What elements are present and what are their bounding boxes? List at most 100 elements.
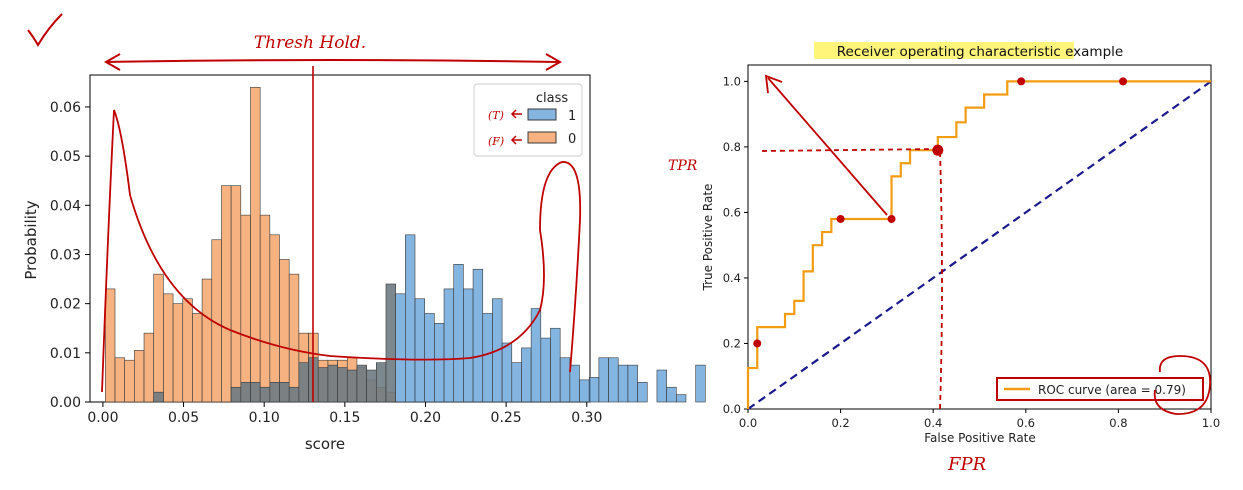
histogram-x-label: score <box>305 435 345 453</box>
roc-y-tick-label: 0.6 <box>723 205 741 219</box>
histogram-x-tick-label: 0.25 <box>491 410 522 426</box>
legend-entry-class-1: 1 <box>568 109 576 124</box>
threshold-arrow-right-head <box>545 53 563 71</box>
roc-marked-point <box>932 144 944 156</box>
histogram-bar-class-1 <box>501 342 513 403</box>
threshold-arrow-left-head <box>103 53 121 71</box>
roc-marked-point <box>836 214 845 223</box>
curve-pointer-arrow <box>767 77 888 216</box>
histogram-bar-class-0 <box>279 259 290 403</box>
histogram-bar-class-1 <box>405 234 416 403</box>
roc-x-tick-label: 0.0 <box>739 416 757 430</box>
histogram-y-tick-label: 0.01 <box>50 346 81 362</box>
histogram-bar-class-0 <box>124 359 135 403</box>
histogram-bar-class-0 <box>153 273 164 403</box>
histogram-bar-class-1 <box>259 386 271 403</box>
roc-chart: Receiver operating characteristic exampl… <box>701 42 1220 445</box>
auc-circle <box>1153 355 1211 415</box>
histogram-bar-class-1 <box>598 357 609 403</box>
threshold-annotation: Thresh Hold. <box>254 33 366 53</box>
histogram-bar-class-1 <box>356 364 367 403</box>
histogram-bar-class-1 <box>453 264 464 403</box>
histogram-x-tick-label: 0.05 <box>168 410 199 426</box>
histogram-chart: 0.00 0.05 0.10 0.15 0.20 0.25 0.30 0.00 0.01 0.02… <box>22 74 706 453</box>
histogram-annotations <box>27 13 582 402</box>
legend-title: class <box>536 91 568 106</box>
histogram-bar-class-1 <box>627 364 638 403</box>
legend-arrow-true <box>510 109 522 119</box>
histogram-y-tick-label: 0.05 <box>50 149 81 165</box>
histogram-bar-class-1 <box>375 362 387 403</box>
histogram-bar-class-1 <box>230 386 242 403</box>
roc-y-tick-label: 0.8 <box>723 140 741 154</box>
histogram-bar-class-0 <box>221 185 232 403</box>
histogram-legend: class 1 0 <box>473 83 583 157</box>
tpr-guide-line <box>761 148 939 152</box>
histogram-x-tick-label: 0.00 <box>87 410 118 426</box>
histogram-bar-class-1 <box>675 394 687 403</box>
roc-title: Receiver operating characteristic exampl… <box>837 44 1123 60</box>
roc-x-tick-label: 0.6 <box>1017 416 1035 430</box>
histogram-bar-class-1 <box>250 382 261 403</box>
histogram-bar-class-0 <box>172 303 184 403</box>
histogram-bar-class-1 <box>569 364 580 403</box>
roc-x-tick-label: 0.8 <box>1109 416 1127 430</box>
roc-x-tick-label: 1.0 <box>1202 416 1220 430</box>
histogram-y-tick-label: 0.04 <box>50 198 81 214</box>
fpr-guide-line <box>939 151 943 411</box>
histogram-bar-class-1 <box>317 367 329 403</box>
histogram-bar-class-1 <box>521 347 532 403</box>
roc-y-tick-label: 1.0 <box>723 74 741 88</box>
histogram-bar-class-0 <box>230 185 242 403</box>
roc-axes: 0.0 0.2 0.4 0.6 0.8 1.0 0.0 0.2 0.4 0.6 0.8 1.0 <box>723 74 1220 430</box>
roc-x-label: False Positive Rate <box>924 431 1036 445</box>
histogram-bar-class-0 <box>269 234 280 403</box>
tpr-annotation: TPR <box>668 158 698 174</box>
histogram-bar-class-0 <box>288 273 300 403</box>
histogram-bar-class-1 <box>327 364 338 403</box>
title-highlight <box>814 42 1074 59</box>
histogram-bar-class-0 <box>143 332 155 403</box>
histogram-y-tick-label: 0.06 <box>50 100 81 116</box>
histogram-x-tick-label: 0.20 <box>410 410 441 426</box>
histogram-bar-class-1 <box>279 382 290 403</box>
histogram-y-tick-label: 0.02 <box>50 297 81 313</box>
histogram-x-tick-label: 0.30 <box>571 410 602 426</box>
histogram-bar-class-1 <box>656 369 667 403</box>
histogram-bar-class-1 <box>414 298 425 403</box>
histogram-bar-class-0 <box>163 293 174 403</box>
roc-curve-line <box>746 80 1211 409</box>
roc-y-tick-label: 0.2 <box>723 336 741 350</box>
histogram-bar-class-1 <box>385 283 396 403</box>
histogram-bar-class-1 <box>472 268 484 403</box>
histogram-bar-class-1 <box>511 362 522 403</box>
histogram-x-tick-label: 0.15 <box>329 410 360 426</box>
histogram-bar-class-0 <box>192 313 203 403</box>
roc-x-tick-label: 0.4 <box>924 416 942 430</box>
histogram-axes: 0.00 0.05 0.10 0.15 0.20 0.25 0.30 0.00 0.01 0.02… <box>50 100 603 426</box>
roc-marked-point <box>887 214 896 223</box>
histogram-bar-class-1 <box>434 323 445 403</box>
histogram-bar-class-1 <box>617 364 629 403</box>
histogram-x-tick-label: 0.10 <box>249 410 280 426</box>
roc-plot-area <box>747 64 1212 410</box>
histogram-bar-class-1 <box>637 382 648 403</box>
roc-marked-point <box>1119 77 1128 86</box>
roc-lines <box>746 77 1212 410</box>
legend-arrow-false <box>510 135 522 145</box>
legend-note-true: (T) <box>488 109 504 122</box>
histogram-bar-class-1 <box>366 369 377 403</box>
histogram-bar-class-1 <box>579 379 590 403</box>
histogram-bar-class-1 <box>666 386 677 403</box>
histogram-y-label: Probability <box>22 200 40 279</box>
threshold-span-arrow <box>107 59 559 63</box>
histogram-bar-class-1 <box>269 382 280 403</box>
histogram-bar-class-0 <box>250 86 261 403</box>
histogram-bar-class-1 <box>695 364 706 403</box>
roc-marked-point <box>1017 77 1026 86</box>
histogram-bar-class-1 <box>443 288 455 403</box>
histogram-bar-class-0 <box>182 298 193 403</box>
histogram-bar-class-1 <box>153 391 164 403</box>
histogram-bar-class-0 <box>259 214 271 403</box>
